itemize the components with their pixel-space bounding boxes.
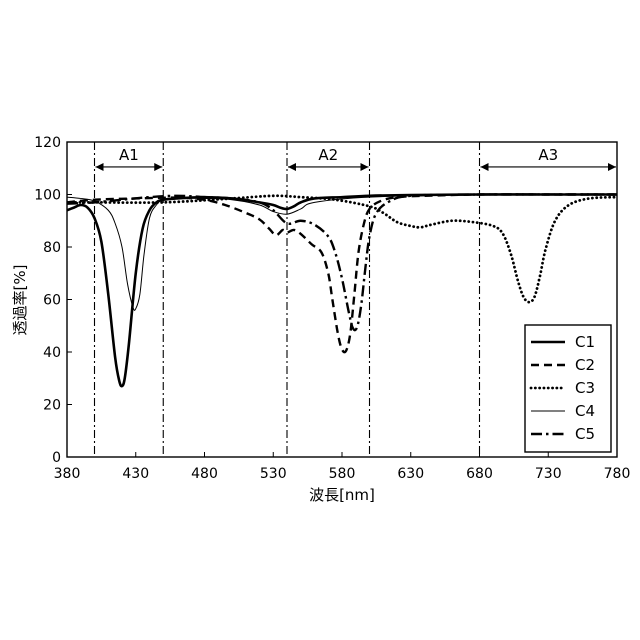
x-tick-label: 630 [397, 466, 424, 482]
legend-label-c4: C4 [575, 402, 595, 420]
y-tick-label: 100 [34, 188, 61, 204]
x-tick-label: 680 [466, 466, 493, 482]
region-label-a1: A1 [119, 146, 139, 164]
y-tick-label: 20 [43, 398, 61, 414]
x-tick-label: 580 [329, 466, 356, 482]
x-axis-label: 波長[nm] [309, 486, 375, 504]
region-label-a2: A2 [318, 146, 338, 164]
y-tick-label: 80 [43, 240, 61, 256]
x-tick-label: 730 [535, 466, 562, 482]
x-tick-label: 530 [260, 466, 287, 482]
legend-label-c1: C1 [575, 333, 595, 351]
legend-label-c3: C3 [575, 379, 595, 397]
y-tick-label: 0 [52, 450, 61, 466]
y-tick-label: 60 [43, 293, 61, 309]
legend: C1 C2 C3 C4 C5 [525, 325, 611, 452]
x-tick-label: 380 [54, 466, 81, 482]
legend-label-c2: C2 [575, 356, 595, 374]
y-axis-label: 透過率[%] [11, 265, 29, 336]
y-tick-label: 40 [43, 345, 61, 361]
x-tick-label: 430 [122, 466, 149, 482]
region-label-a3: A3 [538, 146, 558, 164]
y-tick-label: 120 [34, 135, 61, 151]
x-tick-label: 780 [604, 466, 631, 482]
x-tick-label: 480 [191, 466, 218, 482]
legend-label-c5: C5 [575, 425, 595, 443]
